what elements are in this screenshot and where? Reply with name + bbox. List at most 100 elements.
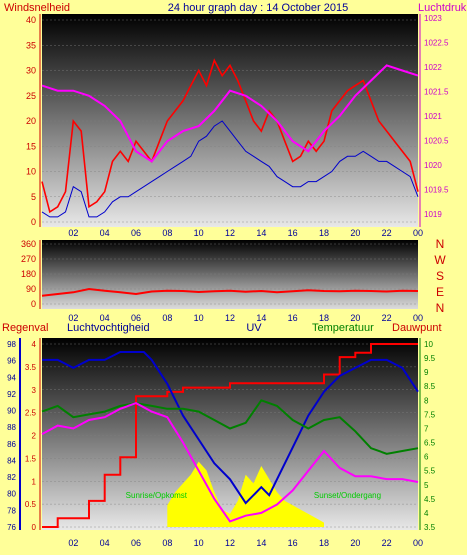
pressure-tick-label: 1022.5 <box>424 39 449 48</box>
temp-tick-label: 6 <box>424 453 429 462</box>
wind-tick-label: 40 <box>26 15 36 25</box>
temp-tick-label: 4.5 <box>424 495 436 504</box>
rain-axis-title: Regenval <box>2 322 48 334</box>
p2-x-tick-label: 16 <box>288 313 298 323</box>
temp-tick-label: 9.5 <box>424 354 436 363</box>
temp-tick-label: 8 <box>424 396 429 405</box>
direction-tick-label: 360 <box>21 239 36 249</box>
rain-tick-label: 2 <box>32 432 37 441</box>
pressure-tick-label: 1020.5 <box>424 137 449 146</box>
humidity-tick-label: 78 <box>7 506 16 515</box>
pressure-line <box>41 64 419 163</box>
humidity-tick-label: 76 <box>7 523 16 532</box>
p3-x-tick-label: 04 <box>100 538 110 548</box>
pressure-tick-label: 1019 <box>424 210 442 219</box>
wind-direction-line <box>41 287 419 297</box>
humidity-tick-label: 94 <box>7 373 16 382</box>
rain-tick-label: 3 <box>32 386 37 395</box>
p1-x-tick-label: 16 <box>288 228 298 238</box>
p2-x-tick-label: 02 <box>68 313 78 323</box>
compass-label: E <box>436 285 444 299</box>
humidity-tick-label: 80 <box>7 490 16 499</box>
direction-tick-label: 0 <box>31 299 36 309</box>
pressure-tick-label: 1020 <box>424 161 442 170</box>
p1-x-tick-label: 12 <box>225 228 235 238</box>
p1-x-tick-label: 06 <box>131 228 141 238</box>
wind-tick-label: 10 <box>26 167 36 177</box>
direction-tick-label: 90 <box>26 284 36 294</box>
p1-x-tick-label: 18 <box>319 228 329 238</box>
p1-x-tick-label: 10 <box>194 228 204 238</box>
temp-tick-label: 5.5 <box>424 467 436 476</box>
p2-x-tick-label: 10 <box>194 313 204 323</box>
p1-x-tick-label: 00 <box>413 228 423 238</box>
wind-tick-label: 5 <box>31 192 36 202</box>
compass-label: N <box>436 237 445 251</box>
sunrise-label: Sunrise/Opkomst <box>126 491 188 500</box>
temp-tick-label: 9 <box>424 368 429 377</box>
wind-tick-label: 30 <box>26 66 36 76</box>
rain-tick-label: 1.5 <box>25 454 37 463</box>
direction-tick-label: 180 <box>21 269 36 279</box>
pressure-tick-label: 1022 <box>424 63 442 72</box>
wind-tick-label: 20 <box>26 116 36 126</box>
uv-title: UV <box>246 322 262 334</box>
humidity-tick-label: 92 <box>7 390 16 399</box>
p2-x-tick-label: 12 <box>225 313 235 323</box>
p3-x-tick-label: 16 <box>288 538 298 548</box>
humidity-tick-label: 88 <box>7 423 16 432</box>
humidity-tick-label: 90 <box>7 407 16 416</box>
temp-tick-label: 6.5 <box>424 439 436 448</box>
p2-x-tick-label: 22 <box>382 313 392 323</box>
rain-tick-label: 4 <box>32 340 37 349</box>
dewpoint-line <box>41 402 419 523</box>
humidity-tick-label: 98 <box>7 340 16 349</box>
p3-x-tick-label: 02 <box>68 538 78 548</box>
wind-tick-label: 0 <box>31 217 36 227</box>
rain-line <box>42 343 418 528</box>
temp-tick-label: 5 <box>424 481 429 490</box>
pressure-tick-label: 1019.5 <box>424 186 449 195</box>
humidity-axis-title: Luchtvochtigheid <box>67 322 150 334</box>
temp-tick-label: 3.5 <box>424 523 436 532</box>
temp-tick-label: 8.5 <box>424 382 436 391</box>
wind-axis-title: Windsnelheid <box>4 2 70 14</box>
uv-area <box>167 461 324 527</box>
compass-label: W <box>434 253 446 267</box>
wind-tick-label: 15 <box>26 141 36 151</box>
p1-x-tick-label: 04 <box>100 228 110 238</box>
compass-label: N <box>436 301 445 315</box>
p3-x-tick-label: 10 <box>194 538 204 548</box>
p1-x-tick-label: 02 <box>68 228 78 238</box>
p3-x-tick-label: 22 <box>382 538 392 548</box>
temp-tick-label: 7.5 <box>424 410 436 419</box>
compass-label: S <box>436 269 444 283</box>
p3-x-tick-label: 18 <box>319 538 329 548</box>
p3-x-tick-label: 08 <box>162 538 172 548</box>
p3-x-tick-label: 20 <box>350 538 360 548</box>
temp-tick-label: 4 <box>424 509 429 518</box>
p1-x-tick-label: 22 <box>382 228 392 238</box>
panel-wind <box>42 14 418 227</box>
sunset-label: Sunset/Ondergang <box>314 491 381 500</box>
rain-tick-label: 3.5 <box>25 363 37 372</box>
pressure-tick-label: 1023 <box>424 14 442 23</box>
p2-x-tick-label: 04 <box>100 313 110 323</box>
rain-tick-label: 0 <box>32 523 37 532</box>
wind-tick-label: 25 <box>26 91 36 101</box>
p2-x-tick-label: 06 <box>131 313 141 323</box>
wind-avg-line <box>41 120 419 218</box>
pressure-tick-label: 1021.5 <box>424 88 449 97</box>
p2-x-tick-label: 08 <box>162 313 172 323</box>
p2-x-tick-label: 00 <box>413 313 423 323</box>
p3-x-tick-label: 14 <box>256 538 266 548</box>
humidity-tick-label: 82 <box>7 473 16 482</box>
wind-tick-label: 35 <box>26 40 36 50</box>
wind-speed-line <box>41 58 419 214</box>
dew-axis-title: Dauwpunt <box>392 322 442 334</box>
temp-tick-label: 7 <box>424 424 429 433</box>
temp-tick-label: 10 <box>424 340 433 349</box>
p2-x-tick-label: 20 <box>350 313 360 323</box>
humidity-tick-label: 86 <box>7 440 16 449</box>
